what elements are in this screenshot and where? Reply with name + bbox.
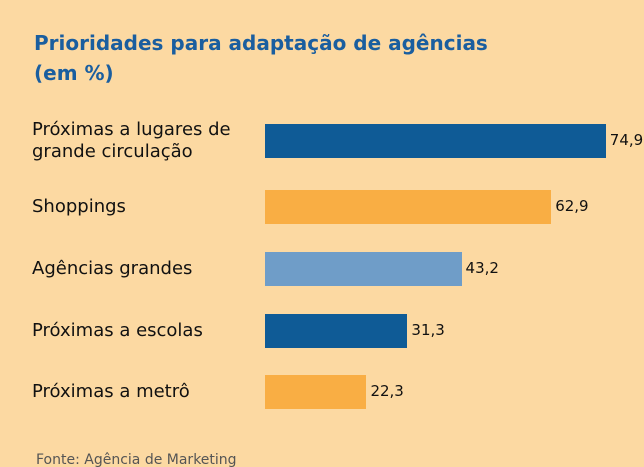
value-label: 31,3 (411, 321, 445, 339)
bar (265, 252, 462, 286)
bar (265, 375, 367, 409)
category-label: Próximas a escolas (32, 320, 203, 341)
value-label: 62,9 (555, 197, 589, 215)
bar (265, 314, 408, 348)
value-label: 74,9 (609, 131, 644, 149)
title: Prioridades para adaptação de agências (34, 31, 488, 55)
bar (265, 190, 552, 224)
category-label: Agências grandes (32, 258, 193, 279)
category-label: Próximas a lugares de grande circulação (32, 119, 231, 162)
category-label: Shoppings (32, 196, 126, 217)
category-label: Próximas a metrô (32, 381, 190, 402)
subtitle: (em %) (34, 61, 114, 85)
source: Fonte: Agência de Marketing (36, 452, 237, 467)
value-label: 43,2 (465, 259, 499, 277)
chart-title: Prioridades para adaptação de agências (… (34, 28, 594, 88)
value-label: 22,3 (370, 382, 404, 400)
bar (265, 124, 606, 158)
